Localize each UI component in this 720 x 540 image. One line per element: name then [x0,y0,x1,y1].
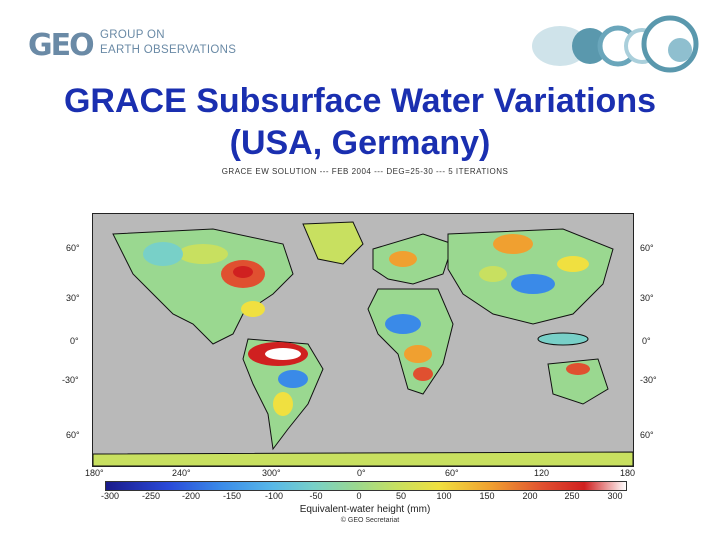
indonesia-landmass [537,332,589,346]
lat-label-left: -30° [62,375,79,385]
world-map [92,213,634,467]
colorbar-tick: 50 [395,491,407,501]
colorbar-tick: -150 [222,491,242,501]
greenland-landmass [302,221,364,265]
geo-logo: GEO GROUP ON EARTH OBSERVATIONS [28,26,248,63]
colorbar-tick: -200 [181,491,201,501]
map-caption: GRACE EW SOLUTION --- FEB 2004 --- DEG=2… [221,167,509,176]
colorbar-tick: -100 [264,491,284,501]
colorbar-tick: 200 [522,491,538,501]
lat-label-left: 0° [70,336,79,346]
logo-line-2: EARTH OBSERVATIONS [100,44,237,56]
colorbar-tick: -300 [100,491,120,501]
lat-label-left: 30° [66,293,80,303]
lon-label: 60° [445,468,459,478]
colorbar-tick: -250 [141,491,161,501]
colorbar-label: Equivalent-water height (mm) [299,504,431,515]
colorbar-tick: -50 [309,491,323,501]
decorative-circles-icon [532,15,699,73]
colorbar [105,481,627,491]
geo-logo-text: GROUP ON EARTH OBSERVATIONS [100,28,236,58]
lat-label-right: 60° [640,430,654,440]
colorbar-ticks: -300 -250 -200 -150 -100 -50 0 50 100 15… [92,491,638,503]
lon-label: 300° [262,468,281,478]
colorbar-tick: 300 [607,491,623,501]
logo-line-1: GROUP ON [100,29,165,41]
title-line-2: (USA, Germany) [229,124,491,162]
lat-label-right: -30° [640,375,657,385]
footer-credit: © GEO Secretariat [340,517,400,524]
colorbar-tick: 250 [564,491,580,501]
lat-label-right: 60° [640,243,654,253]
lon-label: 120 [534,468,550,478]
lon-label: 180° [85,468,104,478]
colorbar-tick: 0 [356,491,362,501]
australia-landmass [547,358,609,405]
lat-label-right: 0° [642,336,651,346]
lon-label: 240° [172,468,191,478]
lat-label-right: 30° [640,293,654,303]
colorbar-tick: 150 [479,491,495,501]
lat-label-left: 60° [66,430,80,440]
geo-logo-mark: GEO [28,28,95,63]
colorbar-tick: 100 [436,491,452,501]
world-map-canvas [93,221,633,466]
lon-label: 0° [357,468,366,478]
title-line-1: GRACE Subsurface Water Variations [63,82,656,120]
lat-label-left: 60° [66,243,80,253]
antarctica-landmass [93,451,633,466]
africa-landmass [367,288,454,395]
lon-label: 180 [620,468,636,478]
slide-title: GRACE Subsurface Water Variations (USA, … [0,80,720,164]
